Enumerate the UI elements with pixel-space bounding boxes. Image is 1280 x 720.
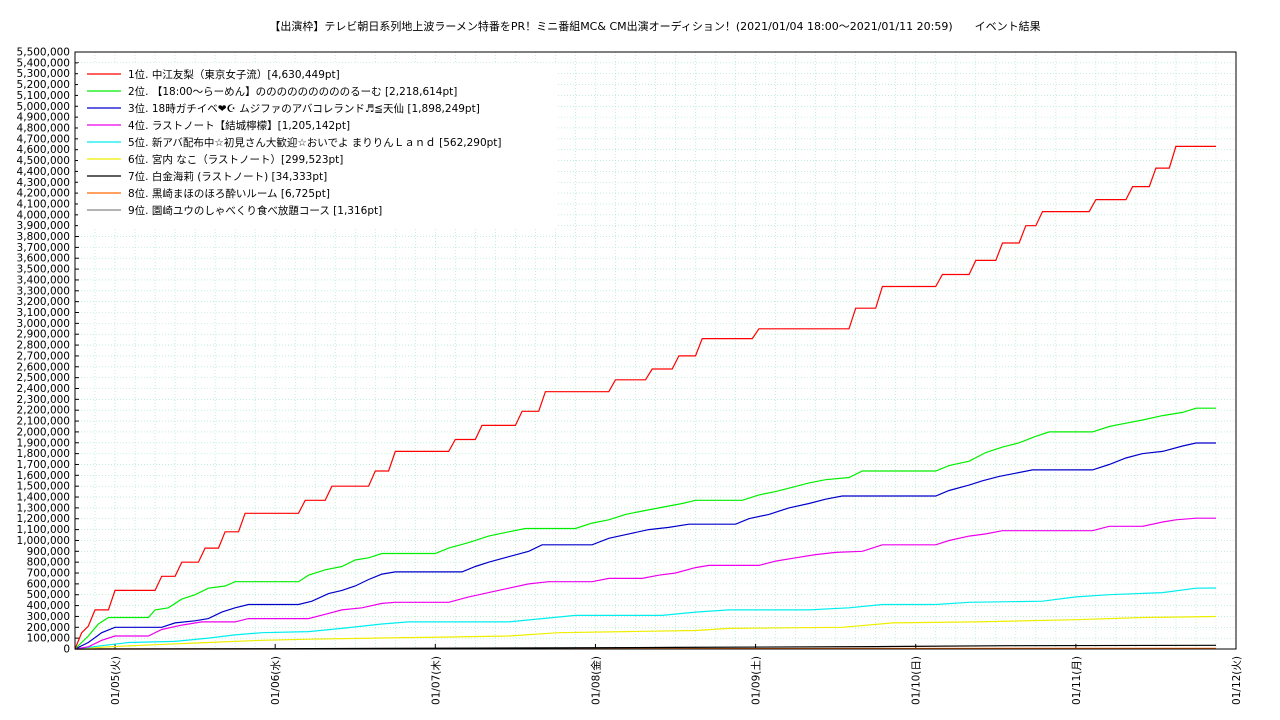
y-tick-label: 2,900,000 [17,329,70,341]
y-tick-label: 4,100,000 [17,198,70,210]
y-tick-label: 5,200,000 [17,79,70,91]
y-tick-label: 5,400,000 [17,57,70,69]
y-tick-label: 100,000 [27,633,70,645]
y-tick-label: 1,500,000 [17,481,70,493]
y-tick-label: 1,200,000 [17,513,70,525]
x-axis: 01/05(火) 01/06(水) 01/07(木) 01/08(金) 01/09(土)… [110,644,1243,705]
y-tick-label: 4,900,000 [17,112,70,124]
x-tick-label: 01/08(金) [589,656,602,705]
y-tick-label: 1,700,000 [17,459,70,471]
y-tick-label: 1,300,000 [17,502,70,514]
y-tick-label: 900,000 [27,546,70,558]
y-tick-label: 2,400,000 [17,383,70,395]
y-tick-label: 5,000,000 [17,101,70,113]
y-tick-label: 4,300,000 [17,177,70,189]
x-tick-label: 01/10(日) [911,656,923,705]
y-tick-label: 3,800,000 [17,231,70,243]
y-tick-label: 2,000,000 [17,426,70,438]
y-tick-label: 3,600,000 [17,253,70,265]
y-tick-label: 800,000 [27,557,70,569]
legend: 1位. 中江友梨（東京女子流）[4,630,449pt] 2位. 【18:00～ら… [78,63,556,227]
y-tick-label: 0 [63,644,70,656]
y-tick-label: 3,400,000 [17,274,70,286]
y-tick-label: 4,400,000 [17,166,70,178]
y-tick-label: 2,200,000 [17,405,70,417]
x-tick-label: 01/11(月) [1071,656,1083,705]
y-tick-label: 4,000,000 [17,209,70,221]
y-tick-label: 4,200,000 [17,188,70,200]
series-line [74,145,1216,650]
y-tick-label: 300,000 [27,611,70,623]
y-tick-label: 3,100,000 [17,307,70,319]
legend-entry: 7位. 白金海莉 (ラストノート) [34,333pt] [128,170,327,183]
plot-border [74,51,1237,650]
legend-entry: 3位. 18時ガチイベ❤︎☪︎ ムジファのアバコレランド♬≦天仙 [1,898,… [128,102,480,115]
legend-background [78,63,556,227]
y-tick-label: 1,600,000 [17,470,70,482]
x-tick-label: 01/06(水) [270,656,282,705]
legend-entry: 1位. 中江友梨（東京女子流）[4,630,449pt] [128,68,340,81]
series-line [74,407,1216,650]
y-tick-label: 3,000,000 [17,318,70,330]
y-tick-label: 3,500,000 [17,264,70,276]
y-tick-label: 4,800,000 [17,122,70,134]
legend-entry: 6位. 宮内 なこ（ラストノート）[299,523pt] [128,153,343,166]
x-tick-label: 01/12(火) [1231,656,1243,705]
y-tick-label: 700,000 [27,568,70,580]
legend-entry: 5位. 新アバ配布中☆初見さん大歓迎☆おいでよ まりりんＬａｎｄ [562,29… [128,136,502,149]
y-tick-label: 500,000 [27,589,70,601]
y-tick-label: 600,000 [27,578,70,590]
y-tick-label: 3,200,000 [17,296,70,308]
series-line [74,615,1217,650]
x-tick-label: 01/07(木) [430,656,442,705]
y-tick-label: 1,800,000 [17,448,70,460]
y-tick-label: 4,700,000 [17,133,70,145]
y-tick-label: 4,500,000 [17,155,70,167]
y-tick-label: 2,800,000 [17,340,70,352]
x-tick-label: 01/05(火) [110,656,122,705]
y-tick-label: 2,500,000 [17,372,70,384]
y-tick-label: 1,000,000 [17,535,70,547]
y-tick-label: 1,900,000 [17,437,70,449]
y-axis: 0100,000200,000300,000400,000500,000600,… [17,47,79,656]
legend-entry: 2位. 【18:00～らーめん】のののののののののるーむ [2,218,614p… [128,85,457,98]
series-line [74,517,1216,650]
y-tick-label: 1,400,000 [17,492,70,504]
y-tick-label: 4,600,000 [17,144,70,156]
y-tick-label: 5,100,000 [17,90,70,102]
series-line [74,442,1216,650]
y-tick-label: 3,900,000 [17,220,70,232]
legend-entry: 9位. 園崎ユウのしゃべくり食べ放題コース [1,316pt] [128,204,382,217]
y-tick-label: 2,700,000 [17,350,70,362]
y-tick-label: 2,600,000 [17,361,70,373]
legend-entry: 4位. ラストノート【結城檸檬】[1,205,142pt] [128,119,350,132]
y-tick-label: 400,000 [27,600,70,612]
y-tick-label: 2,300,000 [17,394,70,406]
chart-title: 【出演枠】テレビ朝日系列地上波ラーメン特番をPR！ミニ番組MC& CM出演オーデ… [269,20,1041,33]
legend-entry: 8位. 黒崎まほのほろ酔いルーム [6,725pt] [128,187,330,200]
y-tick-label: 3,700,000 [17,242,70,254]
y-tick-label: 5,300,000 [17,68,70,80]
y-tick-label: 200,000 [27,622,70,634]
series-line [74,587,1217,650]
y-tick-label: 2,100,000 [17,416,70,428]
y-tick-label: 1,100,000 [17,524,70,536]
x-tick-label: 01/09(土) [750,656,763,705]
y-tick-label: 5,500,000 [17,47,70,59]
y-tick-label: 3,300,000 [17,285,70,297]
